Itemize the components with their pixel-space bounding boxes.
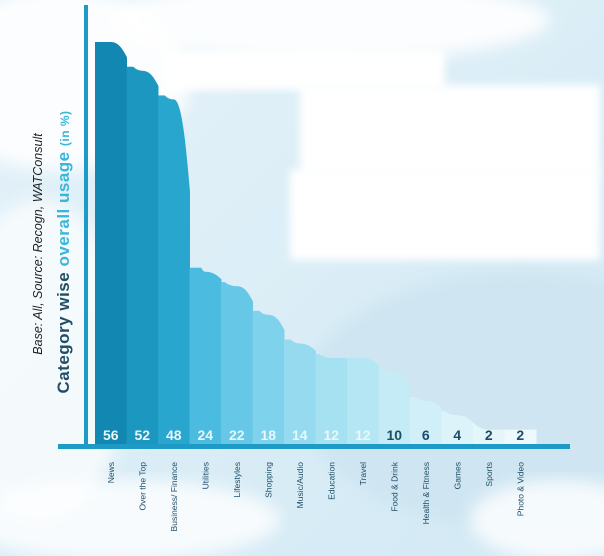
data-label: 22 [229, 427, 245, 443]
data-label: 2 [516, 427, 524, 443]
bar-health-fitness [410, 396, 442, 444]
bar-travel [347, 353, 379, 444]
bar-shopping [252, 310, 285, 444]
data-label: 4 [453, 427, 461, 443]
category-label: Travel [358, 462, 368, 485]
data-label: 52 [134, 427, 150, 443]
data-label: 24 [197, 427, 213, 443]
category-label: Games [452, 462, 462, 489]
category-label: Photo & Video [515, 462, 525, 516]
x-axis [58, 444, 570, 449]
category-label: Food & Drink [389, 461, 399, 511]
bar-food-drink [378, 368, 411, 444]
data-label: 12 [355, 427, 371, 443]
category-label: Health & Fitness [421, 462, 431, 524]
data-label: 18 [260, 427, 276, 443]
bar-music-audio [284, 339, 316, 444]
category-label: Music/Audio [295, 462, 305, 509]
data-label: 56 [103, 427, 119, 443]
category-label: Sports [484, 462, 494, 487]
bar-business-finance [158, 95, 190, 444]
bar-lifestyles [221, 282, 253, 444]
data-label: 10 [386, 427, 402, 443]
bar-utilities [189, 267, 222, 444]
category-label: Business/ Finance [169, 462, 179, 532]
category-label: Over the Top [137, 462, 147, 511]
category-label: Utilities [200, 462, 210, 489]
data-label: 12 [323, 427, 339, 443]
category-label: Lifestyles [232, 462, 242, 497]
category-label: Education [326, 462, 336, 500]
bar-news [95, 42, 127, 444]
y-axis [84, 5, 88, 447]
category-label: Shopping [263, 462, 273, 498]
category-label: News [106, 462, 116, 483]
data-label: 14 [292, 427, 308, 443]
bar-education [315, 353, 348, 444]
data-label: 6 [422, 427, 430, 443]
bars-group [95, 42, 537, 444]
data-label: 2 [485, 427, 493, 443]
data-label: 48 [166, 427, 182, 443]
bar-over-the-top [126, 66, 159, 444]
